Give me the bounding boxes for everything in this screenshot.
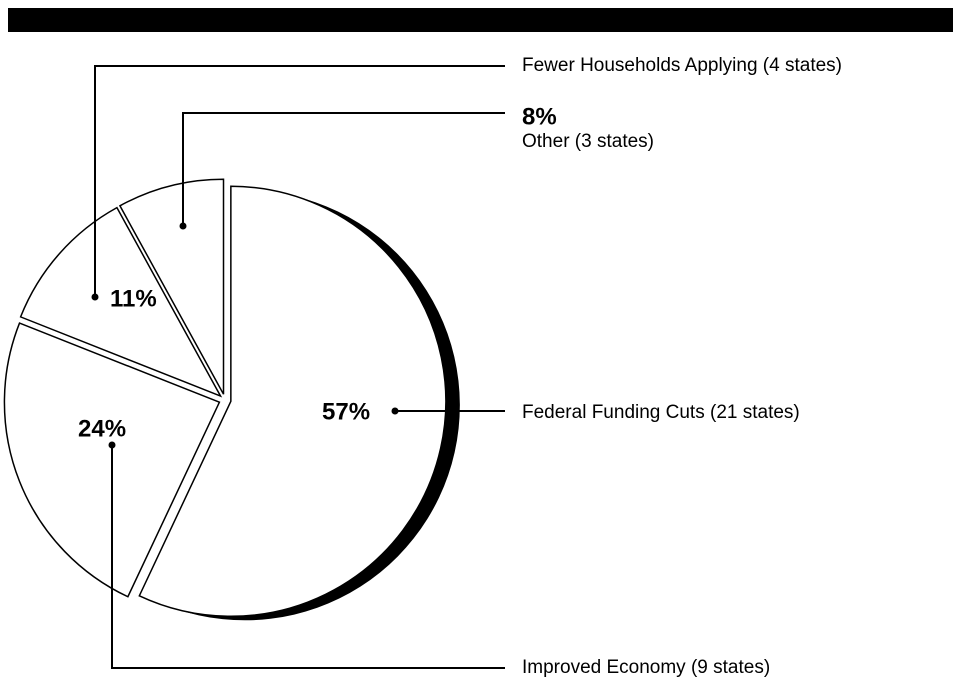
value-label: 57% bbox=[322, 398, 370, 425]
leader-dot bbox=[391, 407, 399, 415]
leader-line bbox=[94, 65, 505, 297]
leader-dot bbox=[108, 441, 116, 449]
category-label: Other (3 states) bbox=[522, 131, 654, 152]
value-label: 8% bbox=[522, 103, 557, 130]
leader-line bbox=[111, 445, 505, 669]
slice bbox=[138, 185, 447, 618]
value-label: 11% bbox=[110, 285, 157, 312]
category-label: Improved Economy (9 states) bbox=[522, 657, 770, 678]
slice bbox=[19, 206, 223, 398]
header-bar bbox=[8, 8, 953, 32]
category-label: Fewer Households Applying (4 states) bbox=[522, 55, 842, 76]
leader-dot bbox=[91, 293, 99, 301]
category-label: Federal Funding Cuts (21 states) bbox=[522, 402, 800, 423]
value-label: 24% bbox=[78, 415, 126, 442]
slice bbox=[118, 178, 225, 395]
leader-dot bbox=[179, 222, 187, 230]
leader-line bbox=[182, 112, 505, 226]
